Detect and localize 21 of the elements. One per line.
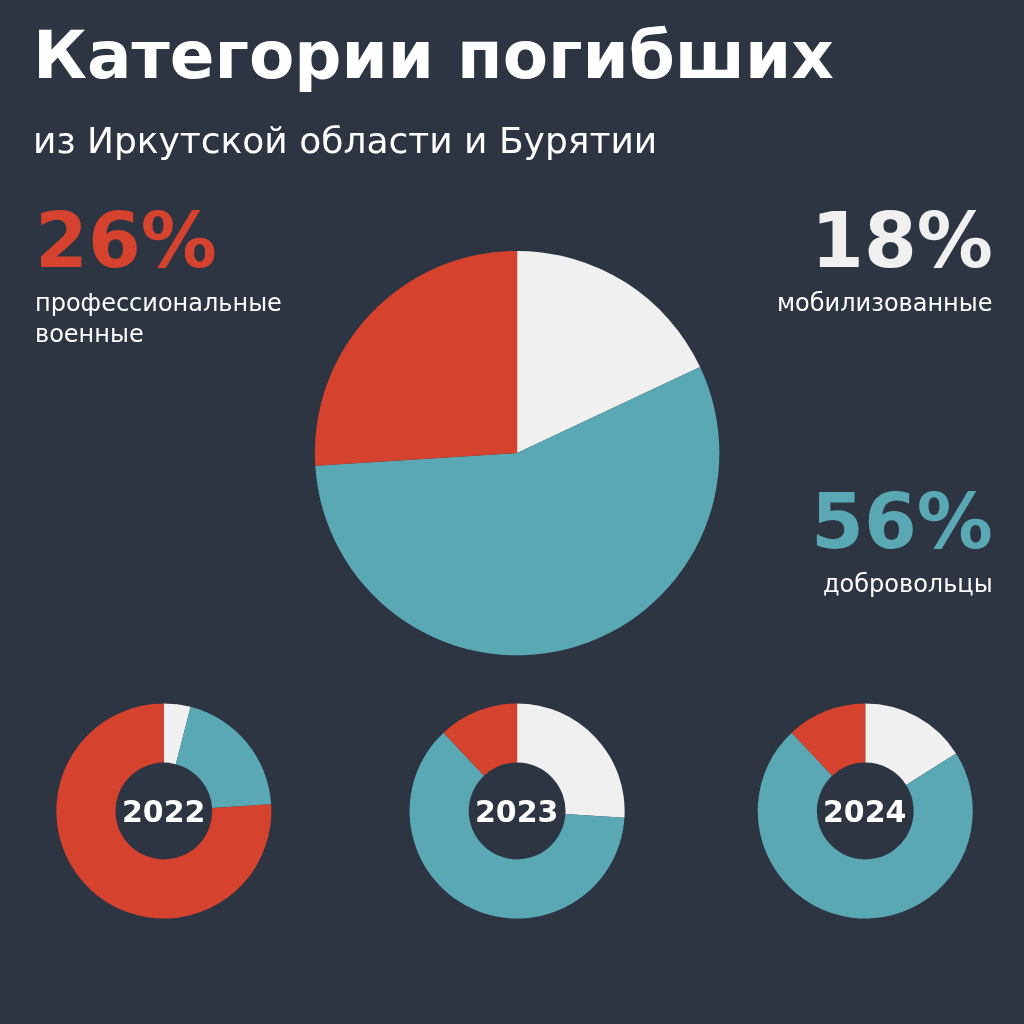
data-label: 18% [811,196,993,285]
pie-slice [315,367,719,656]
donut-slice [56,703,272,919]
pie-slice [315,250,518,466]
data-label: 56% [811,477,993,566]
donut-slice [757,732,973,919]
data-label: 26% [35,196,217,285]
chart-subtitle: из Иркутской области и Бурятии [33,120,658,161]
text: 2024 [823,794,907,829]
text: 2023 [475,794,559,829]
donut-slice [791,703,866,776]
donut-slice [409,732,625,919]
donut-slice [865,703,957,786]
donut-slice [443,703,518,776]
pie-slice [517,250,701,454]
text: 2022 [122,794,206,829]
slice-label: мобилизованные [777,289,993,317]
slice-label: добровольцы [823,570,993,598]
donut-slice [163,703,191,765]
chart-title: Категории погибших [33,17,834,94]
slice-label: профессиональные военные [35,289,282,349]
